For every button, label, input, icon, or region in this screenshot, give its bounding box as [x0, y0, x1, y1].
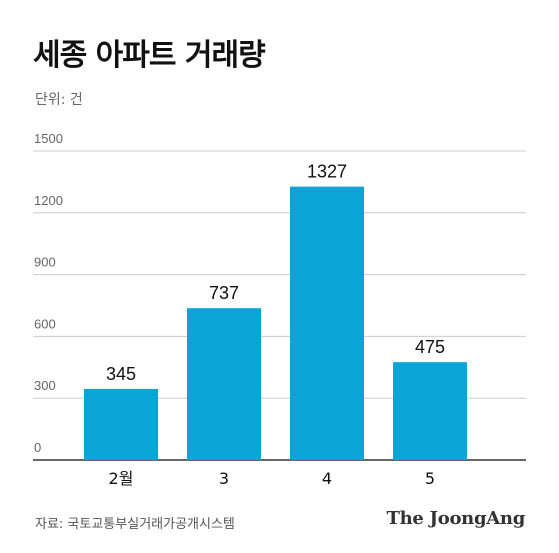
data-label: 345 [106, 364, 136, 384]
y-tick-label: 900 [34, 255, 56, 270]
bar [84, 388, 158, 460]
data-label: 475 [415, 337, 445, 357]
labels: 0 300 600 900 1200 1500 345 2월 737 3 1327 4 475 5 [34, 131, 445, 488]
x-tick-label: 5 [425, 469, 435, 488]
source-note: 자료: 국토교통부실거래가공개시스템 [35, 517, 235, 532]
bar [290, 186, 364, 460]
bar [187, 308, 261, 460]
bar [393, 362, 467, 460]
y-tick-label: 300 [34, 378, 56, 393]
x-tick-label: 4 [322, 469, 332, 488]
y-tick-label: 1500 [34, 131, 63, 146]
data-label: 737 [209, 283, 239, 303]
x-tick-label: 3 [219, 469, 229, 488]
publisher-logo: The JoongAng [386, 508, 526, 529]
unit-label: 단위: 건 [35, 92, 83, 108]
x-tick-label: 2월 [109, 469, 134, 488]
y-tick-label: 0 [34, 440, 41, 455]
y-tick-label: 1200 [34, 193, 63, 208]
bars [84, 186, 467, 460]
data-label: 1327 [307, 162, 347, 182]
chart-title: 세종 아파트 거래량 [33, 38, 266, 73]
y-tick-label: 600 [34, 316, 56, 331]
